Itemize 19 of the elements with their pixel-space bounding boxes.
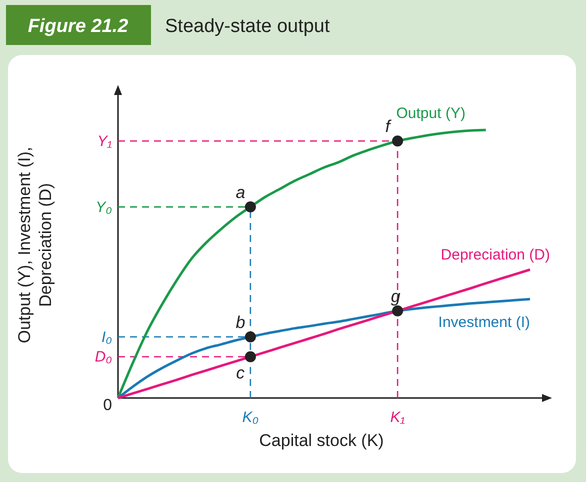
x-tick-label: K₁: [390, 409, 406, 426]
x-axis-title: Capital stock (K): [259, 431, 384, 450]
annotation: g: [390, 286, 401, 306]
text: 0: [103, 397, 112, 414]
annotation: b: [236, 312, 246, 332]
annotation: f: [385, 116, 392, 136]
ref-line-label: Y₀: [96, 198, 112, 216]
x-tick-label: K₀: [242, 409, 259, 426]
chart-title: Figure 21.2: [28, 16, 129, 37]
annotation: a: [236, 182, 246, 202]
series-label: Investment (I): [438, 314, 530, 332]
y-axis-title: Output (Y), Investment (I), Depreciation (D): [15, 146, 55, 344]
ref-line-label: I₀: [102, 328, 112, 346]
ref-line-label: D₀: [94, 348, 112, 366]
ref-line-label: Y₁: [97, 132, 112, 150]
series-label: Output (Y): [396, 105, 466, 122]
annotation: c: [236, 364, 246, 383]
chart-subtitle: Steady-state output: [165, 16, 330, 37]
series-label: Depreciation (D): [440, 246, 550, 264]
